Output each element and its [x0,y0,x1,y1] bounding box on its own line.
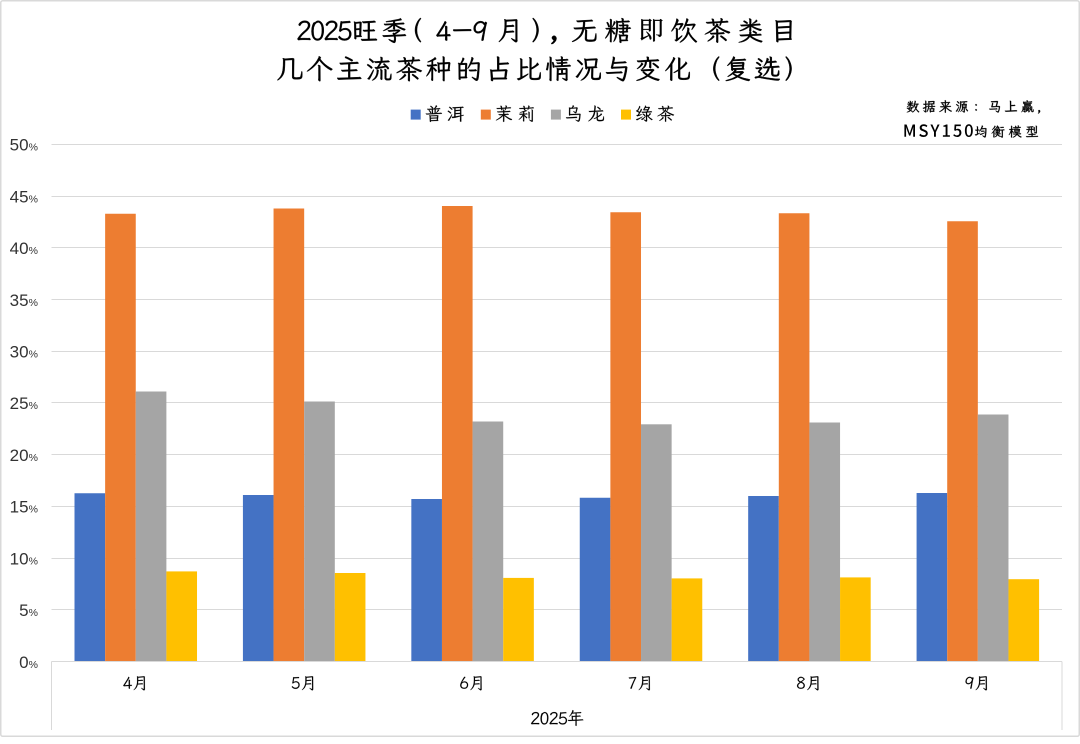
svg-text:5: 5 [19,601,28,620]
svg-text:45: 45 [10,187,29,206]
svg-text:%: % [29,245,38,257]
svg-text:%: % [29,142,38,154]
svg-text:50: 50 [10,136,29,155]
svg-text:%: % [29,297,38,309]
svg-text:10: 10 [10,549,29,568]
svg-text:25: 25 [10,394,29,413]
svg-text:%: % [29,193,38,205]
svg-text:%: % [29,555,38,567]
svg-text:%: % [29,607,38,619]
svg-text:%: % [29,452,38,464]
svg-text:20: 20 [10,446,29,465]
svg-text:35: 35 [10,291,29,310]
svg-text:%: % [29,400,38,412]
svg-text:%: % [29,504,38,516]
svg-text:30: 30 [10,343,29,362]
svg-text:40: 40 [10,239,29,258]
svg-text:%: % [29,659,38,671]
svg-text:%: % [29,349,38,361]
svg-text:0: 0 [19,653,28,672]
svg-text:15: 15 [10,498,29,517]
